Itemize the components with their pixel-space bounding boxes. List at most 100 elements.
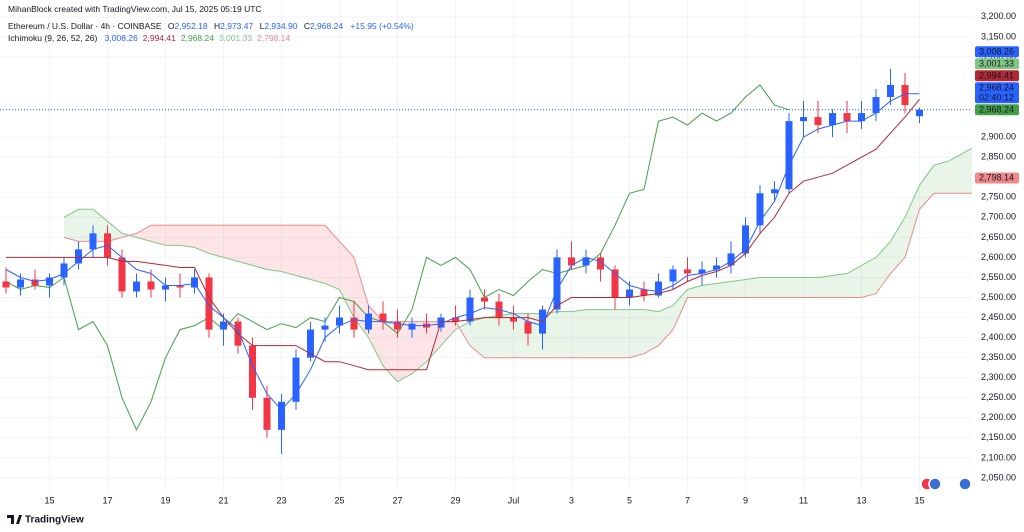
price-badge [975,104,1019,116]
cloud-fill [644,309,659,354]
cloud-fill [64,209,79,242]
credit: MihanBlock created with TradingView.com,… [8,4,262,14]
cloud-fill [861,257,876,298]
candle-body [220,321,227,330]
candle-body [379,313,387,322]
cloud-fill [180,225,195,248]
cloud-fill [557,311,572,358]
y-tick-label: 2,100.00 [981,452,1016,462]
cloud-fill [499,313,514,358]
price-axis: 3,200.003,150.003,100.002,900.002,850.00… [975,11,1019,482]
candle-body [17,279,24,288]
conversion-line [5,93,920,411]
indicator-value: 2,994.41 [142,33,176,43]
indicator-value: 3,008.26 [104,33,138,43]
candle-body [843,113,851,122]
brand: TradingView [25,515,84,526]
candle-body [350,317,358,330]
x-tick-label: 23 [276,495,286,505]
candle-body [205,277,213,330]
event-icon[interactable] [958,477,972,491]
cloud-fill [731,279,746,298]
price-badge [975,82,1019,104]
y-tick-label: 2,050.00 [981,472,1016,482]
countdown: 02:40:12 [979,92,1014,102]
cloud-fill [963,148,972,194]
cloud-fill [890,217,905,274]
price-badge-label: 2,968.24 [979,82,1014,92]
candle-body [452,317,459,322]
event-icon[interactable] [928,477,942,491]
candle-body [307,329,314,358]
cloud-fill [339,241,354,318]
candle-body [466,297,474,322]
cloud-fill [789,277,804,298]
legend-header: MihanBlock created with TradingView.com,… [8,3,414,45]
y-tick-label: 2,400.00 [981,332,1016,342]
candle-body [858,113,865,122]
cloud-fill [774,277,789,298]
cloud-fill [542,311,557,358]
leading-span-b [63,192,972,359]
cloud-fill [571,309,586,358]
x-tick-label: 21 [218,495,228,505]
x-tick-label: 19 [160,495,170,505]
price-badge-label: 2,968.24 [979,104,1014,114]
indicator-value: 3,001.33 [218,33,253,43]
ohlc-key: L [259,20,265,31]
cloud-fill [238,225,253,266]
cloud-fill [252,225,267,270]
candle-body [727,253,735,266]
cloud-fill [484,315,499,358]
cloud-fill [658,305,673,346]
candle-body [553,257,561,310]
cloud-fill [702,283,717,298]
y-tick-label: 2,850.00 [981,152,1016,162]
candle-body [249,345,256,398]
x-tick-label: 15 [44,495,54,505]
cloud-fill [281,225,296,276]
x-tick-label: 29 [450,495,460,505]
candle-body [756,193,764,226]
cloud-fill [876,241,891,294]
candle-body [582,257,590,266]
candle-body [771,189,778,194]
candle-body [785,121,793,190]
y-tick-label: 2,300.00 [981,372,1016,382]
cloud-fill [600,309,615,358]
candle-body [611,269,619,298]
grid [0,0,972,492]
candle-body [814,117,822,126]
cloud-fill [267,225,282,272]
leading-span-a [63,147,972,383]
candle-body [872,97,880,114]
plot-area [2,68,972,454]
candle-body [669,269,677,282]
cloud-fill [919,165,934,210]
cloud-fill [673,289,688,330]
cloud-fill [615,309,630,358]
candle-body [133,281,140,292]
cloud-fill [426,321,441,362]
y-tick-label: 2,350.00 [981,352,1016,362]
cloud-fill [905,185,920,258]
cloud-fill [107,221,122,242]
price-badge [975,58,1019,70]
candle-body [292,357,300,402]
x-tick-label: 11 [799,495,808,505]
x-tick-label: 5 [627,495,632,505]
candle-body [640,289,648,296]
candle-body [829,113,836,126]
price-badge-label: 3,008.26 [979,46,1014,56]
cloud-fill [310,225,325,284]
candle-body [408,323,416,330]
cloud-fill [441,321,456,346]
brand-logo: TradingView [7,515,84,526]
candle-body [568,257,575,266]
candle-body [901,85,909,106]
x-tick-label: Jul [508,495,520,505]
y-tick-label: 2,150.00 [981,432,1016,442]
cloud-fill [760,277,775,298]
candle-body [887,85,894,98]
ohlc-value: 2,952.18 [174,20,208,31]
